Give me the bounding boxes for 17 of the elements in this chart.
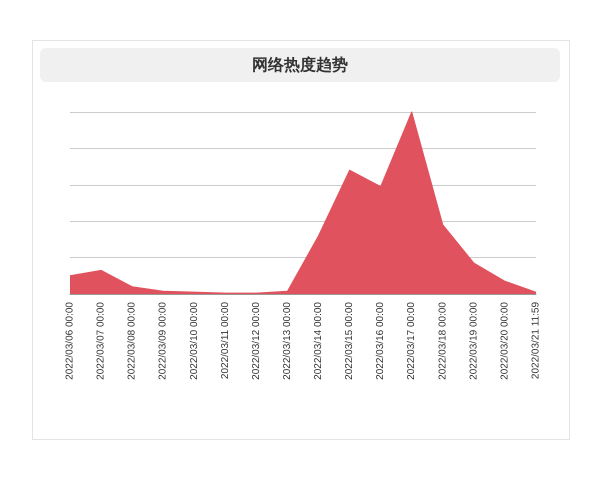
x-tick-label: 2022/03/15 00:00	[344, 302, 356, 380]
x-tick-label: 2022/03/17 00:00	[406, 302, 418, 380]
x-tick-label: 2022/03/19 00:00	[468, 302, 480, 380]
chart-title: 网络热度趋势	[40, 48, 560, 82]
x-tick-label: 2022/03/21 11:59	[530, 302, 542, 380]
x-tick-label: 2022/03/13 00:00	[282, 302, 293, 380]
x-tick-label: 2022/03/16 00:00	[375, 302, 386, 380]
x-tick-label: 2022/03/07 00:00	[96, 302, 107, 380]
x-tick-label: 2022/03/11 00:00	[220, 302, 231, 380]
x-tick-label: 2022/03/10 00:00	[188, 302, 200, 380]
x-tick-label: 2022/03/18 00:00	[437, 302, 448, 380]
x-tick-label: 2022/03/12 00:00	[250, 302, 262, 380]
x-tick-label: 2022/03/06 00:00	[64, 302, 76, 380]
x-tick-label: 2022/03/20 00:00	[499, 302, 510, 380]
x-tick-label: 2022/03/14 00:00	[313, 302, 324, 380]
x-tick-label: 2022/03/08 00:00	[126, 302, 138, 380]
x-tick-label: 2022/03/09 00:00	[158, 302, 169, 380]
